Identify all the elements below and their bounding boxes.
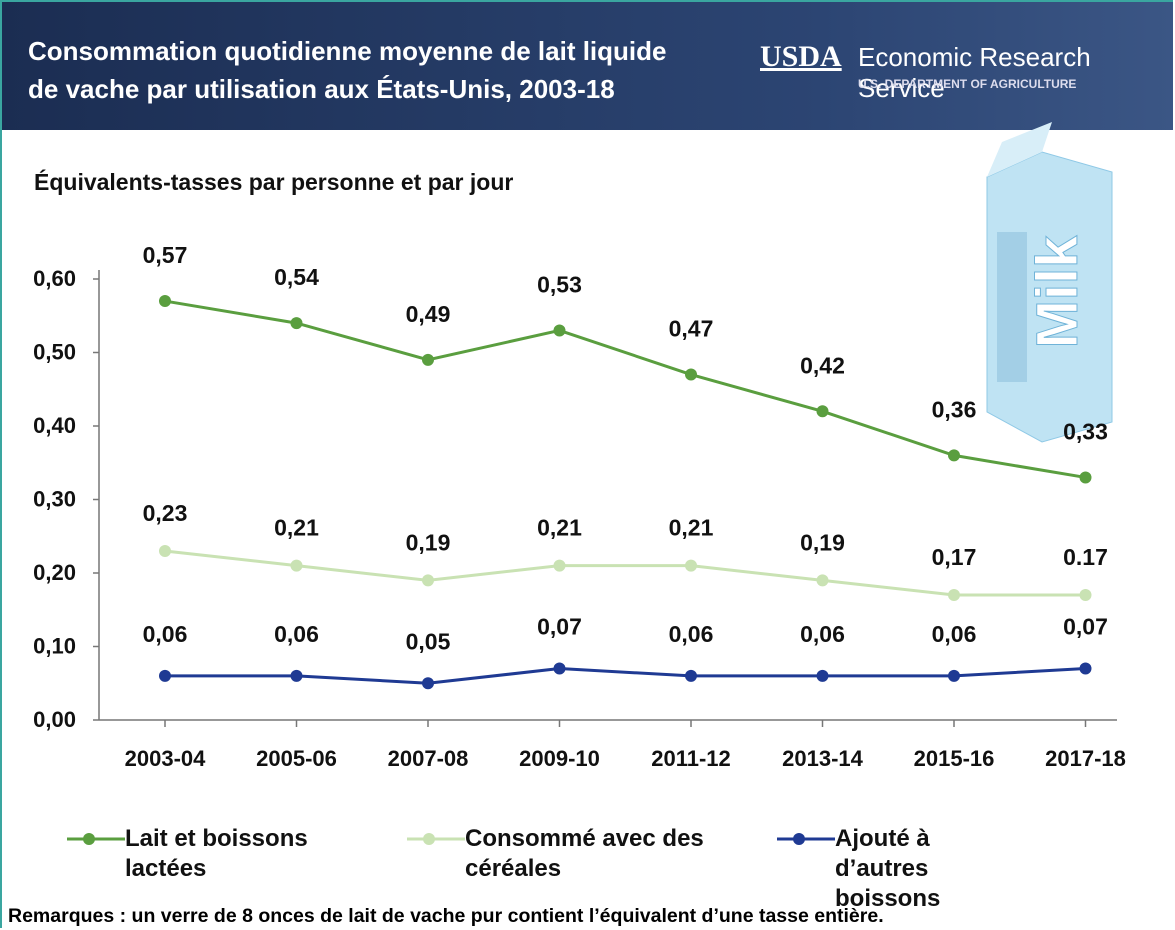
value-label: 0,19	[406, 529, 451, 555]
x-tick-label: 2011-12	[651, 746, 731, 771]
y-tick-label: 0,60	[33, 266, 76, 291]
point	[159, 670, 171, 682]
value-label: 0,06	[274, 621, 319, 647]
x-tick-label: 2009-10	[519, 746, 600, 771]
point	[1080, 471, 1092, 483]
value-label: 0,07	[1063, 614, 1108, 640]
legend-marker	[423, 833, 435, 845]
x-tick-label: 2005-06	[256, 746, 337, 771]
y-tick-label: 0,20	[33, 560, 76, 585]
point	[685, 560, 697, 572]
legend-swatch	[67, 827, 125, 851]
legend-item: Lait et boissons lactées	[67, 824, 367, 884]
point	[948, 670, 960, 682]
point	[948, 449, 960, 461]
illustration-text: Milk	[1025, 235, 1090, 349]
legend: Lait et boissons lactées Consommé avec de…	[2, 824, 1173, 894]
x-tick-label: 2013-14	[782, 746, 864, 771]
value-label: 0.17	[1063, 544, 1108, 570]
point	[291, 560, 303, 572]
point	[554, 324, 566, 336]
point	[817, 574, 829, 586]
legend-label: Lait et boissons lactées	[125, 824, 367, 884]
legend-swatch	[777, 827, 835, 851]
value-label: 0,21	[537, 515, 582, 541]
series-line	[165, 669, 1086, 684]
value-label: 0,33	[1063, 418, 1108, 444]
series-line	[165, 301, 1086, 477]
legend-label: Consommé avec des céréales	[465, 824, 707, 884]
note: Remarques : un verre de 8 onces de lait …	[8, 905, 884, 928]
point	[291, 670, 303, 682]
point	[554, 560, 566, 572]
point	[817, 670, 829, 682]
value-label: 0,21	[274, 515, 319, 541]
value-label: 0,07	[537, 614, 582, 640]
y-tick-label: 0,00	[33, 707, 76, 732]
value-label: 0,23	[143, 500, 188, 526]
legend-item: Consommé avec des céréales	[407, 824, 707, 884]
point	[685, 670, 697, 682]
value-label: 0,05	[406, 628, 451, 654]
point	[1080, 663, 1092, 675]
y-tick-label: 0,30	[33, 487, 76, 512]
point	[422, 574, 434, 586]
point	[948, 589, 960, 601]
legend-item: Ajouté à d’autres boissons	[777, 824, 977, 914]
legend-marker	[83, 833, 95, 845]
point	[291, 317, 303, 329]
value-label: 0,19	[800, 529, 845, 555]
value-label: 0,49	[406, 301, 451, 327]
legend-swatch	[407, 827, 465, 851]
value-label: 0,06	[143, 621, 188, 647]
point	[422, 677, 434, 689]
value-label: 0,42	[800, 352, 845, 378]
x-tick-label: 2015-16	[914, 746, 995, 771]
chart: Milk Équivalents-tasses par personne et …	[2, 2, 1173, 822]
point	[422, 354, 434, 366]
y-tick-label: 0,40	[33, 413, 76, 438]
legend-label: Ajouté à d’autres boissons	[835, 824, 977, 914]
point	[685, 369, 697, 381]
milk-carton: Milk	[987, 122, 1112, 442]
y-tick-label: 0,10	[33, 634, 76, 659]
value-label: 0,53	[537, 271, 582, 297]
value-label: 0,54	[274, 264, 319, 290]
y-axis-label: Équivalents-tasses par personne et par j…	[34, 168, 513, 195]
value-label: 0,36	[932, 396, 977, 422]
value-label: 0,47	[669, 316, 714, 342]
x-tick-label: 2003-04	[125, 746, 207, 771]
point	[159, 545, 171, 557]
value-label: 0,57	[143, 242, 188, 268]
legend-marker	[793, 833, 805, 845]
point	[817, 405, 829, 417]
point	[1080, 589, 1092, 601]
page: Consommation quotidienne moyenne de lait…	[0, 0, 1173, 928]
y-tick-label: 0,50	[33, 340, 76, 365]
point	[159, 295, 171, 307]
x-tick-label: 2007-08	[388, 746, 469, 771]
value-label: 0,06	[932, 621, 977, 647]
value-label: 0,21	[669, 515, 714, 541]
point	[554, 663, 566, 675]
value-label: 0,06	[800, 621, 845, 647]
x-tick-label: 2017-18	[1045, 746, 1126, 771]
value-label: 0,17	[932, 544, 977, 570]
value-label: 0,06	[669, 621, 714, 647]
